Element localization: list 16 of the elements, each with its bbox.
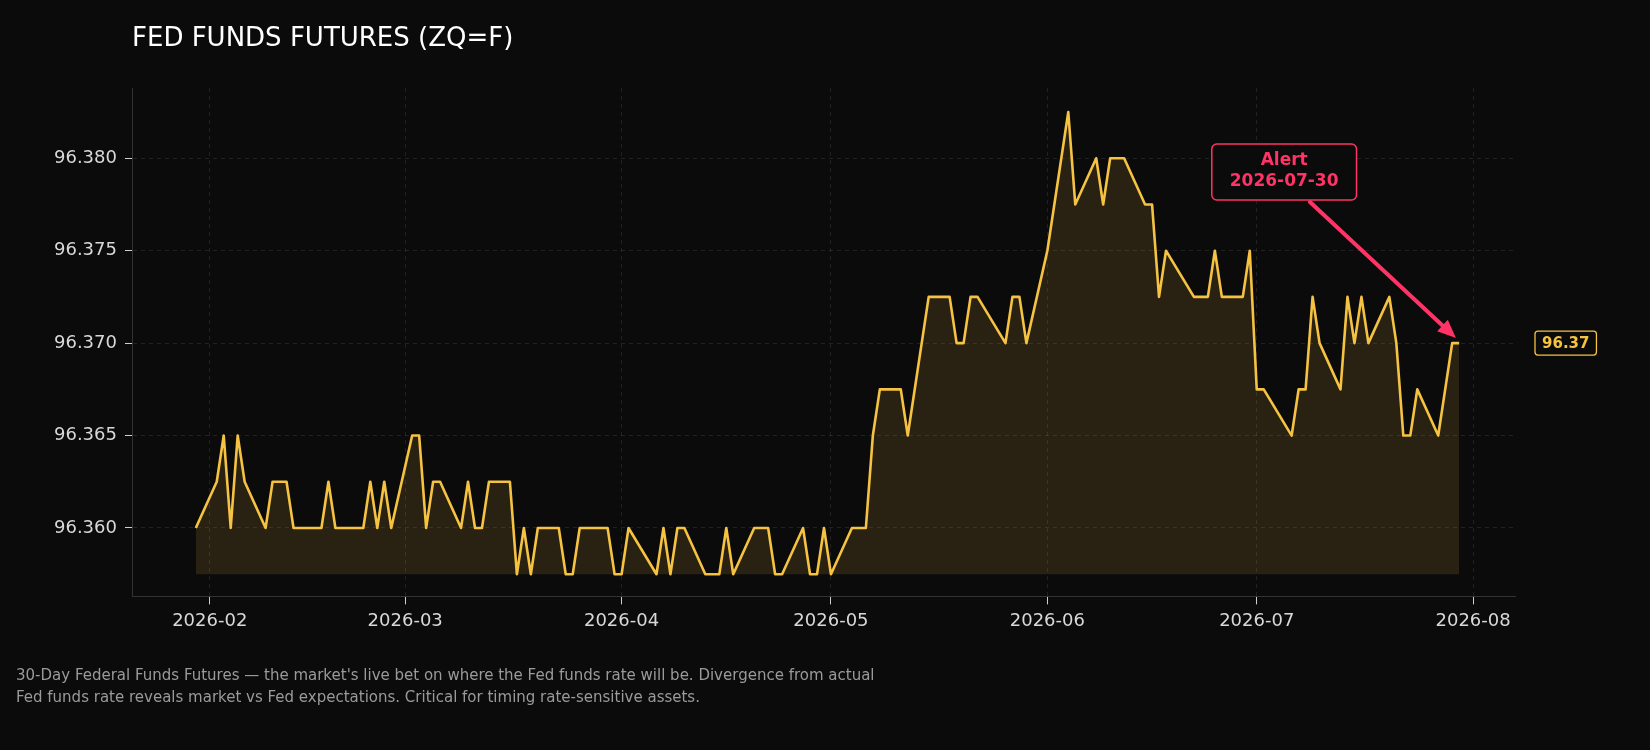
x-tick-label: 2026-04	[583, 608, 660, 630]
x-tick-label: 2026-02	[172, 608, 248, 630]
x-tick-label: 2026-05	[793, 608, 869, 630]
text: 30-Day Federal Funds Futures — the market's live bet on where the Fed funds rate will be. Divergence from actual Fed funds rate reveals market vs Fed expectations. Critical for timing rate-sensitive assets.	[16, 665, 876, 708]
annotation: Alert 2026-07-30	[1229, 149, 1339, 191]
x-tick-label: 2026-08	[1435, 608, 1511, 630]
y-tick-label: 96.380	[54, 145, 117, 167]
y-tick-label: 96.375	[54, 238, 117, 260]
y-tick-label: 96.365	[54, 423, 117, 445]
y-tick-label: 96.360	[54, 515, 117, 537]
chart-title: FED FUNDS FUTURES (ZQ=F)	[132, 22, 514, 52]
x-tick-label: 2026-03	[367, 608, 443, 630]
x-tick-label: 2026-07	[1219, 608, 1295, 630]
y-tick-label: 96.370	[54, 330, 117, 352]
x-tick-label: 2026-06	[1009, 608, 1085, 630]
text: 96.37	[1542, 334, 1590, 353]
